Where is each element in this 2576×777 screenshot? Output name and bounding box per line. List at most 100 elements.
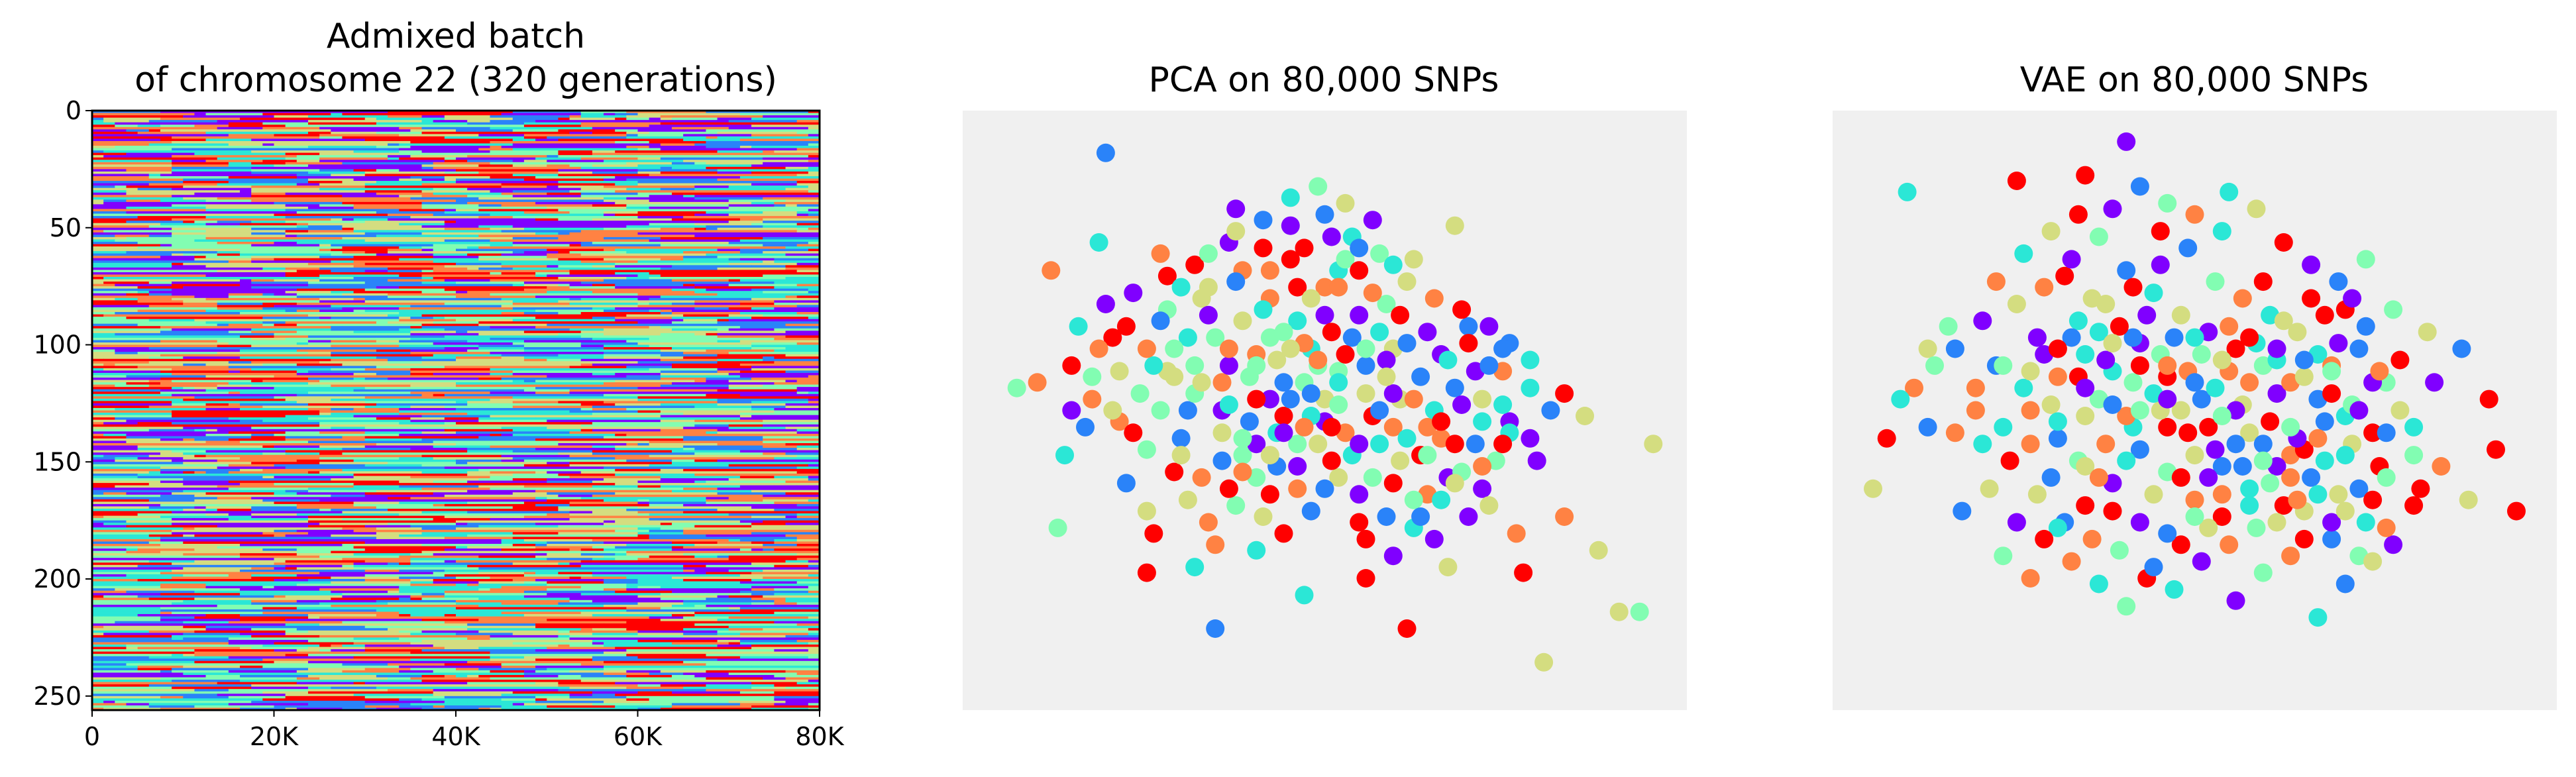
heatmap-cell	[808, 372, 820, 376]
heatmap-cell	[694, 307, 729, 311]
heatmap-cell	[342, 511, 423, 514]
heatmap-cell	[671, 637, 752, 641]
heatmap-cell	[637, 396, 707, 399]
heatmap-cell	[660, 253, 707, 256]
heatmap-cell	[92, 314, 104, 317]
heatmap-cell	[194, 630, 275, 633]
heatmap-cell	[183, 181, 229, 184]
heatmap-cell	[217, 604, 241, 608]
heatmap-cell	[501, 586, 582, 589]
heatmap-cell	[558, 473, 582, 477]
heatmap-cell	[410, 450, 468, 453]
heatmap-cell	[592, 691, 639, 694]
heatmap-cell	[592, 171, 639, 175]
heatmap-cell	[331, 340, 377, 343]
heatmap-cell	[615, 508, 627, 512]
heatmap-cell	[478, 344, 525, 348]
heatmap-cell	[172, 639, 229, 643]
heatmap-cell	[274, 267, 286, 270]
heatmap-cell	[706, 349, 718, 352]
heatmap-cell	[433, 111, 491, 114]
heatmap-cell	[751, 523, 786, 526]
heatmap-cell	[364, 239, 445, 242]
heatmap-cell	[319, 588, 354, 592]
scatter-point	[1432, 412, 1451, 431]
heatmap-cell	[763, 356, 775, 360]
heatmap-cell	[683, 464, 718, 467]
heatmap-cell	[763, 314, 820, 317]
heatmap-cell	[296, 323, 377, 327]
heatmap-cell	[92, 223, 161, 226]
heatmap-cell	[660, 236, 729, 240]
heatmap-cell	[739, 476, 775, 479]
heatmap-cell	[421, 649, 502, 652]
heatmap-cell	[319, 572, 377, 575]
heatmap-cell	[706, 333, 718, 336]
heatmap-cell	[228, 122, 263, 125]
heatmap-cell	[785, 166, 809, 170]
heatmap-cell	[160, 607, 172, 610]
heatmap-cell	[115, 700, 184, 703]
heatmap-cell	[547, 286, 570, 289]
heatmap-cell	[626, 378, 661, 381]
heatmap-cell	[115, 656, 138, 659]
heatmap-cell	[547, 274, 582, 278]
heatmap-cell	[626, 584, 707, 587]
heatmap-cell	[353, 553, 411, 556]
heatmap-cell	[739, 462, 786, 465]
scatter-point	[2335, 574, 2355, 594]
heatmap-cell	[444, 614, 456, 617]
heatmap-cell	[228, 164, 275, 168]
heatmap-cell	[92, 497, 161, 500]
heatmap-cell	[728, 700, 786, 703]
heatmap-cell	[683, 314, 729, 317]
heatmap-cell	[137, 546, 218, 549]
heatmap-cell	[751, 567, 798, 570]
scatter-point	[2349, 401, 2369, 420]
heatmap-cell	[569, 378, 627, 381]
heatmap-cell	[558, 567, 627, 570]
heatmap-cell	[467, 450, 513, 453]
heatmap-cell	[763, 274, 820, 278]
heatmap-cell	[433, 670, 491, 674]
heatmap-cell	[148, 656, 229, 659]
scatter-point	[2171, 401, 2190, 420]
heatmap-cell	[92, 684, 150, 688]
heatmap-cell	[262, 307, 309, 311]
scatter-point	[1226, 272, 1246, 291]
heatmap-cell	[103, 358, 172, 362]
heatmap-cell	[92, 696, 161, 699]
heatmap-cell	[558, 148, 639, 151]
heatmap-cell	[92, 597, 138, 601]
heatmap-cell	[285, 216, 331, 219]
scatter-point	[2151, 222, 2170, 241]
heatmap-cell	[478, 639, 547, 643]
heatmap-cell	[649, 277, 718, 280]
heatmap-cell	[637, 691, 672, 694]
heatmap-cell	[547, 544, 627, 547]
heatmap-cell	[433, 256, 479, 259]
heatmap-cell	[172, 218, 195, 221]
heatmap-cell	[217, 508, 252, 512]
heatmap-cell	[774, 476, 809, 479]
heatmap-cell	[808, 185, 820, 189]
heatmap-cell	[205, 584, 263, 587]
heatmap-cell	[626, 478, 661, 482]
heatmap-cell	[751, 223, 798, 226]
heatmap-cell	[399, 597, 411, 601]
heatmap-cell	[285, 569, 366, 573]
heatmap-cell	[217, 340, 275, 343]
heatmap-cell	[194, 660, 275, 664]
heatmap-cell	[592, 422, 650, 425]
heatmap-cell	[399, 665, 434, 668]
heatmap-cell	[172, 166, 252, 170]
heatmap-cell	[671, 127, 729, 130]
scatter-point	[2274, 311, 2293, 331]
heatmap-cell	[217, 682, 297, 685]
heatmap-cell	[615, 595, 639, 598]
scatter-point	[1281, 250, 1300, 269]
heatmap-cell	[660, 494, 718, 497]
heatmap-cell	[228, 513, 252, 517]
heatmap-cell	[808, 555, 820, 558]
scatter-point	[1445, 474, 1464, 493]
